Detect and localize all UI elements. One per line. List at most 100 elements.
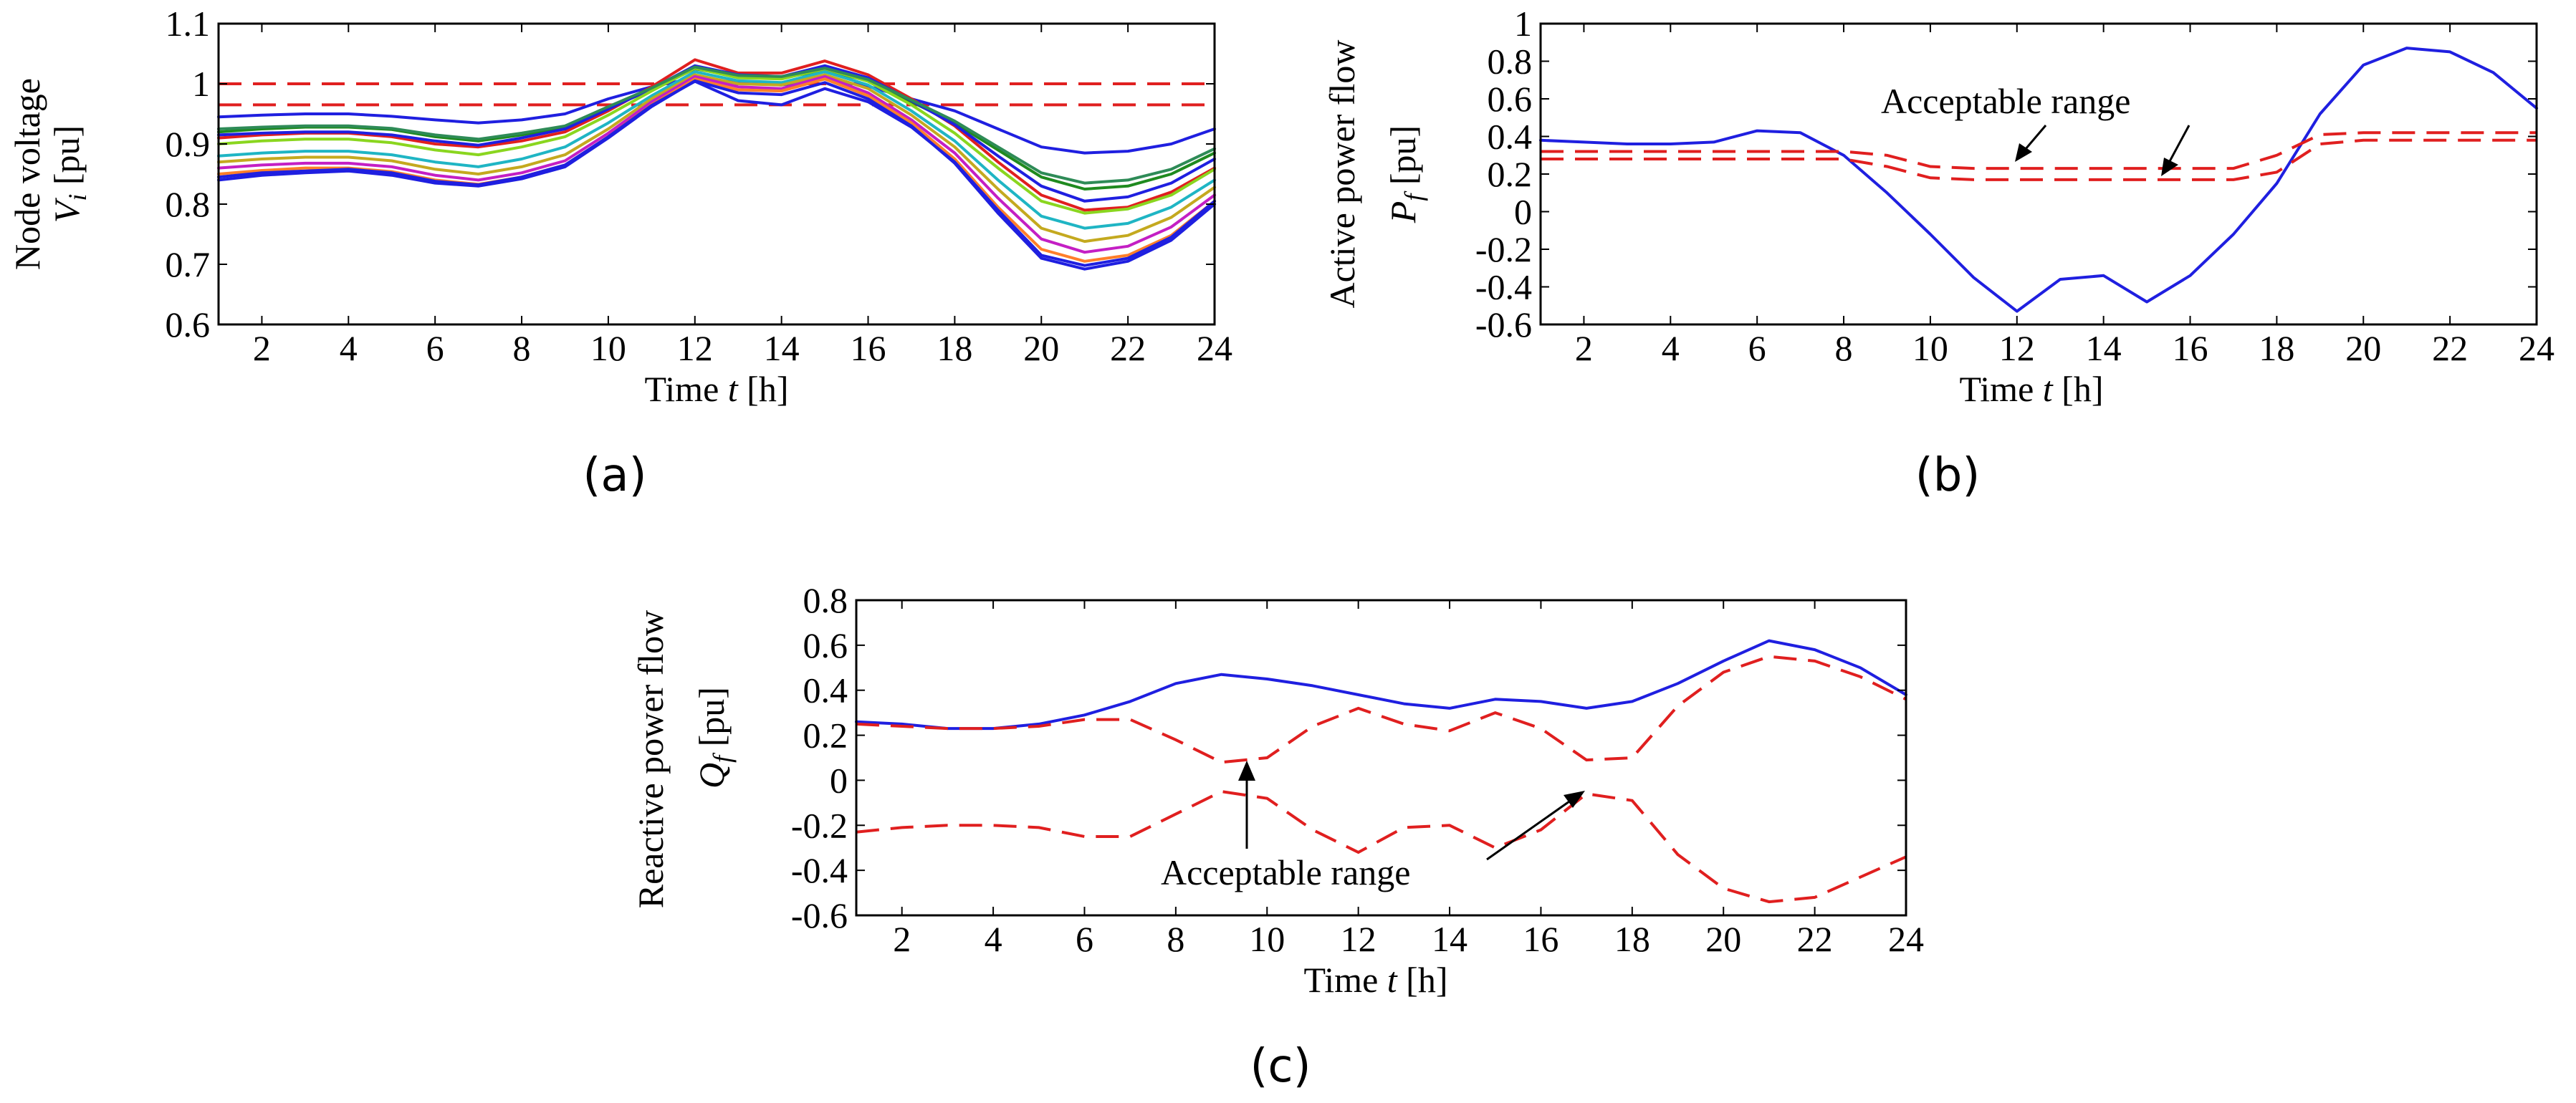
panel-a-label: (a) bbox=[583, 449, 646, 502]
panel-c-ticks: 2 4 6 8 10 12 14 16 18 20 22 24-0.6-0.4-0.200.20.40… bbox=[791, 580, 1924, 959]
panel-b: 2 4 6 8 10 12 14 16 18 20 22 24-0.6-0.4-0.200.20.40… bbox=[1322, 4, 2555, 502]
panel-c-plot-area bbox=[855, 639, 1907, 904]
panel-c-ytick-label-5: 0.4 bbox=[803, 670, 848, 711]
panel-c-xtick-label-6: 6 bbox=[1076, 919, 1093, 959]
panel-c-annotation: Acceptable range bbox=[1161, 852, 1410, 892]
panel-b-xtick-label-18: 18 bbox=[2259, 328, 2294, 368]
panel-a-xlabel: Time t [h] bbox=[645, 369, 789, 409]
panel-c-ytick-label-2: -0.2 bbox=[791, 805, 848, 845]
panel-b-ylabel-bottom: Pf [pu] bbox=[1383, 125, 1428, 223]
panel-b-plot-area bbox=[1539, 47, 2538, 313]
panel-b-ytick-label-8: 1 bbox=[1514, 4, 1532, 44]
panel-a-series-bus-7 bbox=[217, 74, 1216, 254]
panel-a-xtick-label-16: 16 bbox=[851, 328, 886, 368]
panel-b-ytick-label-7: 0.8 bbox=[1488, 42, 1533, 82]
panel-b-ytick-label-0: -0.6 bbox=[1475, 304, 1532, 345]
panel-b-xtick-label-20: 20 bbox=[2345, 328, 2381, 368]
panel-c-label: (c) bbox=[1250, 1040, 1311, 1093]
panel-c-xtick-label-16: 16 bbox=[1523, 919, 1558, 959]
panel-c-arrow-2 bbox=[1486, 795, 1577, 861]
panel-b-ytick-label-5: 0.4 bbox=[1488, 117, 1533, 157]
panel-a-series-bus-6 bbox=[217, 73, 1216, 244]
panel-c-ytick-label-3: 0 bbox=[830, 760, 848, 800]
panel-b-arrow-2-head bbox=[2161, 158, 2178, 176]
panel-c: 2 4 6 8 10 12 14 16 18 20 22 24-0.6-0.4-0.200.20.40… bbox=[631, 580, 1924, 1093]
panel-a-xtick-label-18: 18 bbox=[937, 328, 972, 368]
panel-a-ylabel-bottom: Vi [pu] bbox=[47, 125, 92, 223]
panel-c-xtick-label-2: 2 bbox=[893, 919, 911, 959]
panel-a-xtick-label-2: 2 bbox=[253, 328, 271, 368]
panel-b-xtick-label-22: 22 bbox=[2432, 328, 2468, 368]
panel-b-ytick-label-3: 0 bbox=[1514, 192, 1532, 232]
panel-c-xtick-label-18: 18 bbox=[1614, 919, 1650, 959]
panel-c-ylabel-top: Reactive power flow bbox=[631, 610, 671, 909]
panel-b-xtick-label-6: 6 bbox=[1748, 328, 1766, 368]
panel-a-xtick-label-6: 6 bbox=[426, 328, 444, 368]
panel-a-xtick-label-8: 8 bbox=[513, 328, 531, 368]
panel-a-xtick-label-20: 20 bbox=[1023, 328, 1059, 368]
panel-a-xtick-label-24: 24 bbox=[1197, 328, 1232, 368]
panel-b-series-lower-limit bbox=[1541, 138, 2537, 181]
panel-b-ytick-label-2: -0.2 bbox=[1475, 229, 1532, 269]
panel-b-axes-frame bbox=[1539, 22, 2538, 326]
panel-c-axes-frame bbox=[855, 599, 1907, 917]
panel-b-xtick-label-10: 10 bbox=[1912, 328, 1948, 368]
panel-c-xtick-label-24: 24 bbox=[1888, 919, 1924, 959]
panel-b-label: (b) bbox=[1915, 449, 1981, 502]
panel-c-series-power-flow bbox=[855, 639, 1907, 731]
panel-c-ytick-label-1: -0.4 bbox=[791, 850, 848, 890]
panel-c-xlabel: Time t [h] bbox=[1304, 960, 1448, 1000]
panel-b-xtick-label-12: 12 bbox=[1999, 328, 2035, 368]
panel-b-series-upper-limit bbox=[1541, 131, 2537, 170]
panel-b-xlabel: Time t [h] bbox=[1960, 369, 2104, 409]
panel-a-series-bus-9 bbox=[217, 67, 1216, 215]
panel-a-xtick-label-4: 4 bbox=[340, 328, 358, 368]
panel-b-xtick-label-16: 16 bbox=[2173, 328, 2208, 368]
panel-b-annotation: Acceptable range bbox=[1881, 81, 2130, 121]
panel-c-ytick-label-0: -0.6 bbox=[791, 895, 848, 935]
panel-a-xtick-label-22: 22 bbox=[1110, 328, 1146, 368]
panel-b-ytick-label-4: 0.2 bbox=[1488, 154, 1533, 194]
panel-a-xtick-label-14: 14 bbox=[764, 328, 800, 368]
panel-c-series-lower-limit bbox=[856, 790, 1907, 904]
panel-b-xtick-label-4: 4 bbox=[1662, 328, 1680, 368]
panel-b-xtick-label-14: 14 bbox=[2086, 328, 2122, 368]
panel-a-series-bus-10 bbox=[217, 65, 1216, 185]
panel-a-series-bus-11 bbox=[217, 79, 1216, 271]
panel-a-ytick-label-2: 0.8 bbox=[166, 184, 211, 224]
panel-b-ytick-label-1: -0.4 bbox=[1475, 267, 1532, 307]
panel-c-xtick-label-22: 22 bbox=[1797, 919, 1833, 959]
panel-c-ytick-label-7: 0.8 bbox=[803, 580, 848, 620]
panel-c-xtick-label-8: 8 bbox=[1167, 919, 1184, 959]
panel-a-ylabel-top: Node voltage bbox=[7, 78, 47, 270]
panel-b-xtick-label-8: 8 bbox=[1835, 328, 1853, 368]
panel-a-ticks: 2 4 6 8 10 12 14 16 18 20 22 240.60.70.80.911.1 bbox=[166, 4, 1233, 368]
panel-b-xtick-label-2: 2 bbox=[1575, 328, 1593, 368]
panel-a-series-bus-12 bbox=[217, 80, 1216, 267]
panel-c-xtick-label-4: 4 bbox=[985, 919, 1002, 959]
panel-a-ytick-label-3: 0.9 bbox=[166, 124, 211, 164]
panel-c-xtick-label-20: 20 bbox=[1705, 919, 1741, 959]
panel-b-arrow-1-head bbox=[2015, 143, 2032, 162]
panel-c-ylabel-bottom: Qf [pu] bbox=[691, 687, 737, 789]
panel-a-ytick-label-1: 0.7 bbox=[166, 244, 211, 284]
panel-b-ylabel-top: Active power flow bbox=[1322, 40, 1362, 309]
panel-c-arrow-1-head bbox=[1238, 761, 1255, 781]
panel-b-xtick-label-24: 24 bbox=[2519, 328, 2555, 368]
panel-a-xtick-label-12: 12 bbox=[677, 328, 713, 368]
panel-c-ytick-label-6: 0.6 bbox=[803, 625, 848, 665]
panel-b-series-power-flow bbox=[1539, 47, 2538, 313]
panel-a-ytick-label-5: 1.1 bbox=[166, 4, 211, 44]
panel-a-xtick-label-10: 10 bbox=[590, 328, 626, 368]
panel-a-plot-area bbox=[217, 58, 1216, 271]
panel-a: 2 4 6 8 10 12 14 16 18 20 22 240.60.70.80.911.1 Nod… bbox=[7, 4, 1232, 502]
panel-b-ytick-label-6: 0.6 bbox=[1488, 79, 1533, 119]
panel-c-xtick-label-10: 10 bbox=[1249, 919, 1285, 959]
panel-a-ytick-label-4: 1 bbox=[192, 64, 210, 104]
panel-c-ytick-label-4: 0.2 bbox=[803, 716, 848, 756]
panel-a-series-bus-3 bbox=[217, 58, 1216, 212]
panel-a-axes-frame bbox=[217, 22, 1216, 326]
panel-a-ytick-label-0: 0.6 bbox=[166, 304, 211, 345]
panel-b-ticks: 2 4 6 8 10 12 14 16 18 20 22 24-0.6-0.4-0.200.20.40… bbox=[1475, 4, 2555, 368]
